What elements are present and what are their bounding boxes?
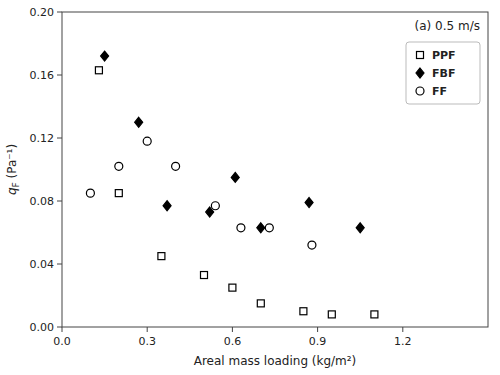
plot-frame <box>62 12 488 327</box>
point <box>115 190 122 197</box>
point <box>158 253 165 260</box>
point <box>172 162 180 170</box>
point <box>237 224 245 232</box>
point <box>115 162 123 170</box>
y-tick-label: 0.16 <box>30 69 55 82</box>
point <box>135 117 143 127</box>
x-tick <box>402 327 403 332</box>
x-tick <box>147 327 148 332</box>
point <box>356 223 364 233</box>
y-tick-label: 0.12 <box>30 132 55 145</box>
point <box>95 67 102 74</box>
x-tick <box>62 327 63 332</box>
x-tick-label: 1.2 <box>394 335 412 348</box>
legend-label: FBF <box>432 67 455 80</box>
y-tick <box>57 201 62 202</box>
point <box>163 201 171 211</box>
x-tick-label: 0.6 <box>224 335 242 348</box>
y-tick-label: 0.04 <box>30 258 55 271</box>
point <box>308 241 316 249</box>
y-tick <box>57 327 62 328</box>
data-points <box>86 51 378 318</box>
x-tick-label: 0.9 <box>309 335 327 348</box>
y-tick <box>57 264 62 265</box>
point <box>328 311 335 318</box>
point <box>371 311 378 318</box>
y-tick <box>57 75 62 76</box>
point <box>265 224 273 232</box>
point <box>86 189 94 197</box>
point <box>101 51 109 61</box>
point <box>201 272 208 279</box>
legend-label: PPF <box>432 49 456 62</box>
point <box>231 172 239 182</box>
x-axis-label: Areal mass loading (kg/m²) <box>194 354 357 368</box>
y-tick-label: 0.20 <box>30 6 55 19</box>
point <box>257 300 264 307</box>
legend: PPF FBF FF <box>406 42 480 104</box>
annotation: (a) 0.5 m/s <box>415 19 480 33</box>
point <box>143 137 151 145</box>
legend-symbol <box>417 52 424 59</box>
x-tick <box>232 327 233 332</box>
point <box>305 198 313 208</box>
legend-symbol <box>416 87 424 95</box>
y-tick-label: 0.08 <box>30 195 55 208</box>
chart: 0.0 0.3 0.6 0.9 1.2 0.00 0.04 0.08 0.12 0.16 0.20 A… <box>0 0 500 375</box>
legend-symbol <box>416 68 424 78</box>
x-tick-label: 0.0 <box>53 335 71 348</box>
legend-label: FF <box>432 85 447 98</box>
x-tick-label: 0.3 <box>138 335 156 348</box>
point <box>211 202 219 210</box>
y-tick <box>57 12 62 13</box>
y-axis-label: qF (Pa⁻¹) <box>5 144 21 195</box>
x-tick <box>317 327 318 332</box>
legend-box <box>406 42 480 104</box>
y-tick <box>57 138 62 139</box>
point <box>300 308 307 315</box>
y-tick-label: 0.00 <box>30 321 55 334</box>
point <box>229 284 236 291</box>
point <box>257 223 265 233</box>
